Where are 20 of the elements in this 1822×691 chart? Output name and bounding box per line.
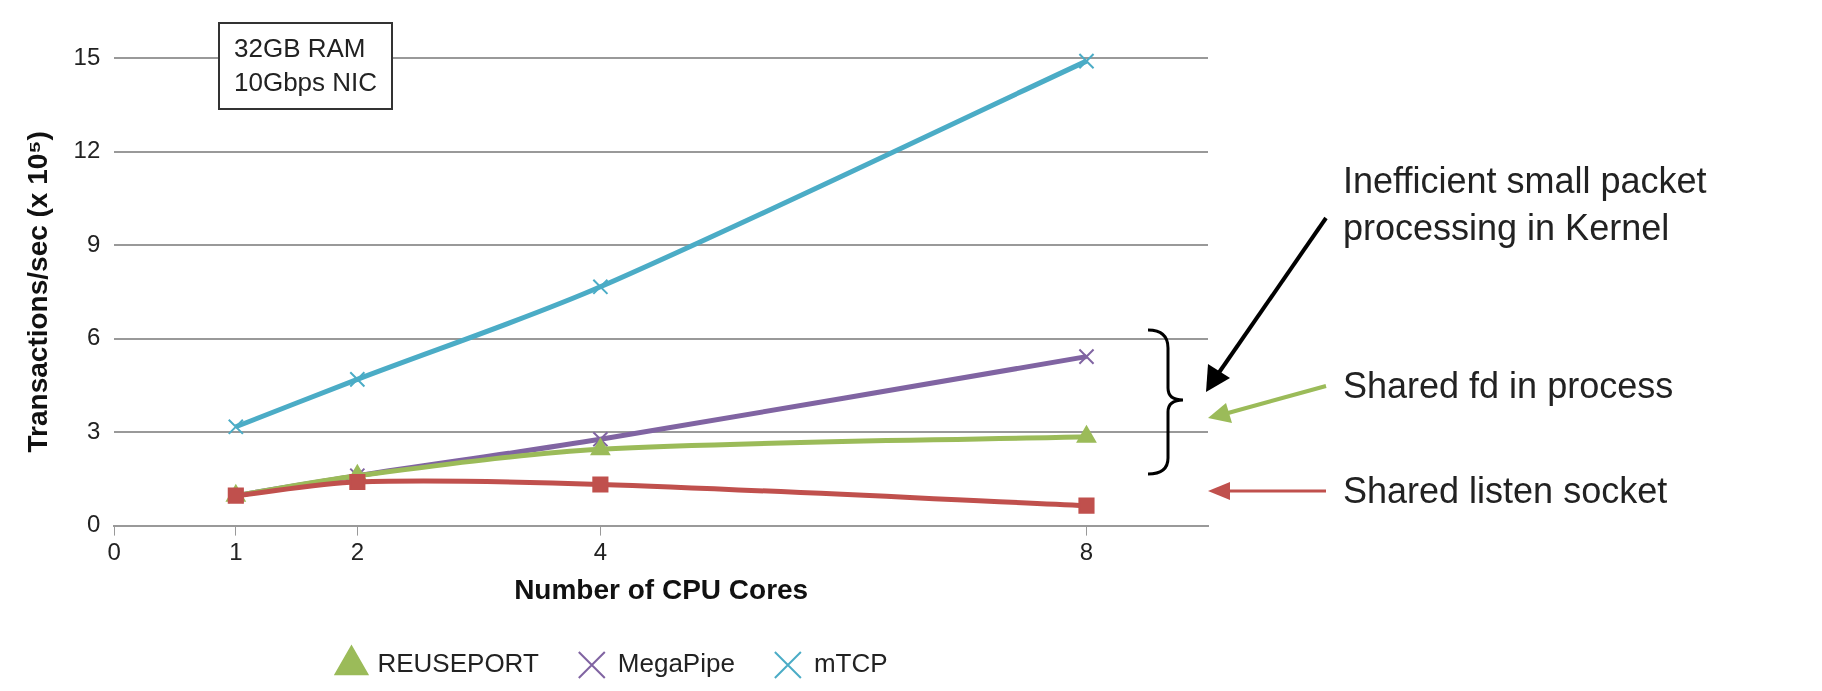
text: Shared fd in process <box>1343 364 1674 408</box>
annotation: 32GB RAM 10Gbps NIC <box>218 22 394 110</box>
y-tick-label: 3 <box>86 416 101 444</box>
x-tick-label: 4 <box>593 537 608 565</box>
legend-label: mTCP <box>813 648 888 679</box>
x-tick-label: 8 <box>1079 537 1094 565</box>
y-tick-label: 9 <box>86 229 101 257</box>
legend-label: REUSEPORT <box>377 648 539 679</box>
y-tick-label: 15 <box>73 42 101 70</box>
y-axis-title: Transactions/sec (x 10⁵) <box>21 131 53 453</box>
y-tick-label: 6 <box>86 323 101 351</box>
y-tick-label: 0 <box>86 510 101 538</box>
text: Inefficient small packet processing in Kernel <box>1343 159 1707 250</box>
y-tick-label: 12 <box>73 136 101 164</box>
x-axis-title: Number of CPU Cores <box>514 573 809 605</box>
legend-label: MegaPipe <box>617 648 735 679</box>
x-tick-label: 0 <box>107 537 121 565</box>
x-tick-label: 1 <box>229 537 243 565</box>
x-tick-label: 2 <box>350 537 365 565</box>
text: Shared listen socket <box>1343 469 1668 513</box>
